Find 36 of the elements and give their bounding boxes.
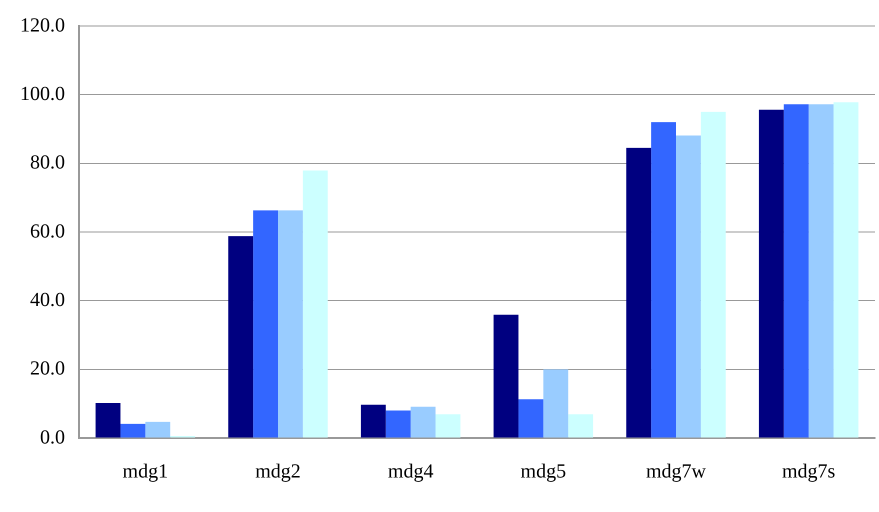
x-tick-label: mdg1 (122, 460, 168, 482)
bar (808, 104, 834, 438)
bar (228, 236, 254, 438)
bar (700, 112, 726, 438)
bar (96, 402, 120, 438)
y-tick-label: 40.0 (30, 288, 65, 311)
x-tick-label: mdg5 (520, 460, 566, 482)
bar (518, 399, 544, 438)
bar (360, 404, 386, 438)
bar (410, 406, 436, 438)
bar (651, 122, 676, 438)
y-tick-label: 20.0 (30, 358, 65, 380)
x-tick-label: mdg2 (255, 460, 301, 482)
bar (543, 369, 568, 438)
x-tick-label: mdg7s (782, 460, 836, 482)
y-tick-label: 0.0 (40, 426, 65, 448)
y-tick-label: 60.0 (30, 220, 65, 242)
y-tick-label: 80.0 (30, 152, 65, 174)
y-tick-label: 120.0 (20, 14, 65, 36)
x-tick-label: mdg4 (388, 460, 434, 482)
bar (302, 170, 328, 438)
bar (758, 110, 784, 438)
bar (278, 210, 303, 438)
bar (784, 104, 809, 438)
bar (626, 148, 652, 438)
bar (120, 424, 146, 438)
bar (436, 414, 460, 438)
y-tick-label: 100.0 (20, 82, 65, 105)
x-tick-label: mdg7w (646, 460, 707, 482)
bar (676, 136, 701, 438)
bar (145, 422, 170, 438)
bar (253, 210, 278, 438)
bar (834, 102, 858, 438)
bar (568, 414, 594, 438)
bar (386, 410, 411, 438)
bar (494, 314, 518, 438)
